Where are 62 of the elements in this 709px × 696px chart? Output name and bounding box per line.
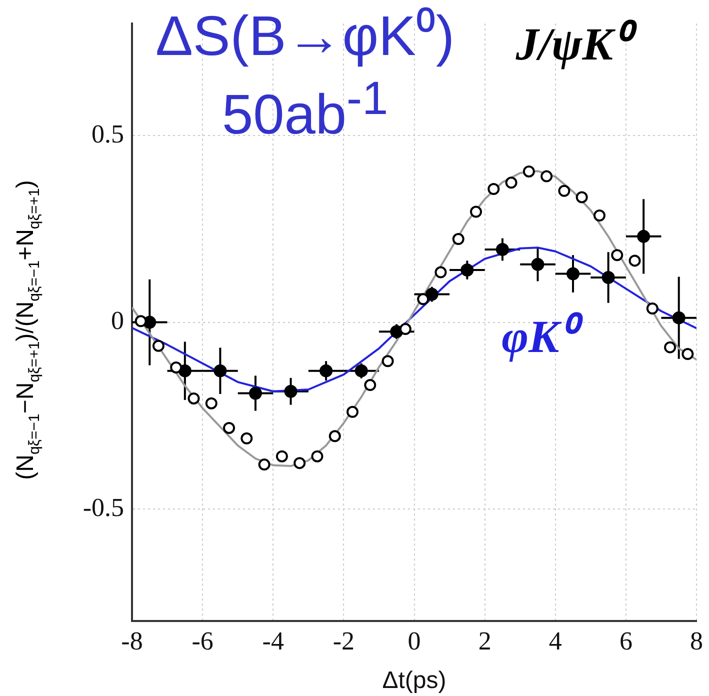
point: [558, 184, 570, 197]
x-tick-label: 4: [548, 626, 562, 656]
point: [328, 430, 341, 442]
point: [611, 249, 624, 262]
series-label: φK⁰: [502, 311, 584, 362]
point: [576, 191, 588, 204]
point: [284, 384, 298, 398]
point: [682, 348, 694, 360]
y-tick-label: 0.5: [92, 119, 124, 148]
point: [628, 254, 641, 267]
point: [248, 386, 262, 400]
point: [470, 206, 482, 218]
point: [188, 392, 200, 404]
x-tick-label: -6: [192, 626, 214, 656]
point: [540, 170, 553, 182]
point: [566, 267, 580, 280]
x-tick-label: -2: [332, 626, 355, 656]
point: [593, 210, 606, 222]
point: [294, 457, 306, 470]
point: [346, 406, 359, 418]
point: [417, 293, 430, 306]
point: [399, 323, 412, 336]
point: [522, 165, 535, 178]
point: [531, 258, 544, 271]
x-tick-label: 8: [690, 626, 703, 656]
text: J/ψK⁰: [514, 18, 638, 70]
point: [425, 288, 438, 301]
point: [152, 340, 164, 352]
y-tick-label: 0: [111, 306, 124, 336]
chart-title: ΔS(B→φK⁰): [154, 4, 456, 67]
point: [672, 311, 686, 324]
point: [205, 397, 218, 410]
point: [452, 233, 464, 246]
point: [354, 364, 368, 378]
x-tick-label: 6: [619, 626, 632, 656]
x-tick-label: 2: [478, 626, 492, 656]
point: [664, 341, 676, 354]
x-tick-label: -8: [121, 626, 143, 656]
x-tick-label: -4: [262, 626, 284, 656]
point: [496, 242, 509, 256]
y-tick-label: -0.5: [82, 492, 124, 522]
point: [637, 230, 650, 243]
point: [276, 450, 288, 462]
point: [258, 458, 270, 471]
point: [646, 302, 658, 314]
point: [170, 361, 182, 374]
point: [134, 315, 147, 328]
point: [505, 176, 518, 189]
point: [240, 432, 253, 444]
point: [602, 270, 615, 284]
point: [311, 450, 324, 462]
point: [382, 355, 394, 368]
point: [320, 364, 333, 378]
x-axis-title: Δt(ps): [382, 667, 446, 694]
point: [434, 266, 447, 278]
point: [460, 264, 474, 277]
point: [488, 183, 500, 196]
point: [223, 422, 236, 434]
text: 50ab$^{-1}$: [222, 72, 388, 146]
point: [364, 379, 376, 392]
x-tick-label: 0: [408, 626, 421, 656]
point: [214, 364, 227, 378]
